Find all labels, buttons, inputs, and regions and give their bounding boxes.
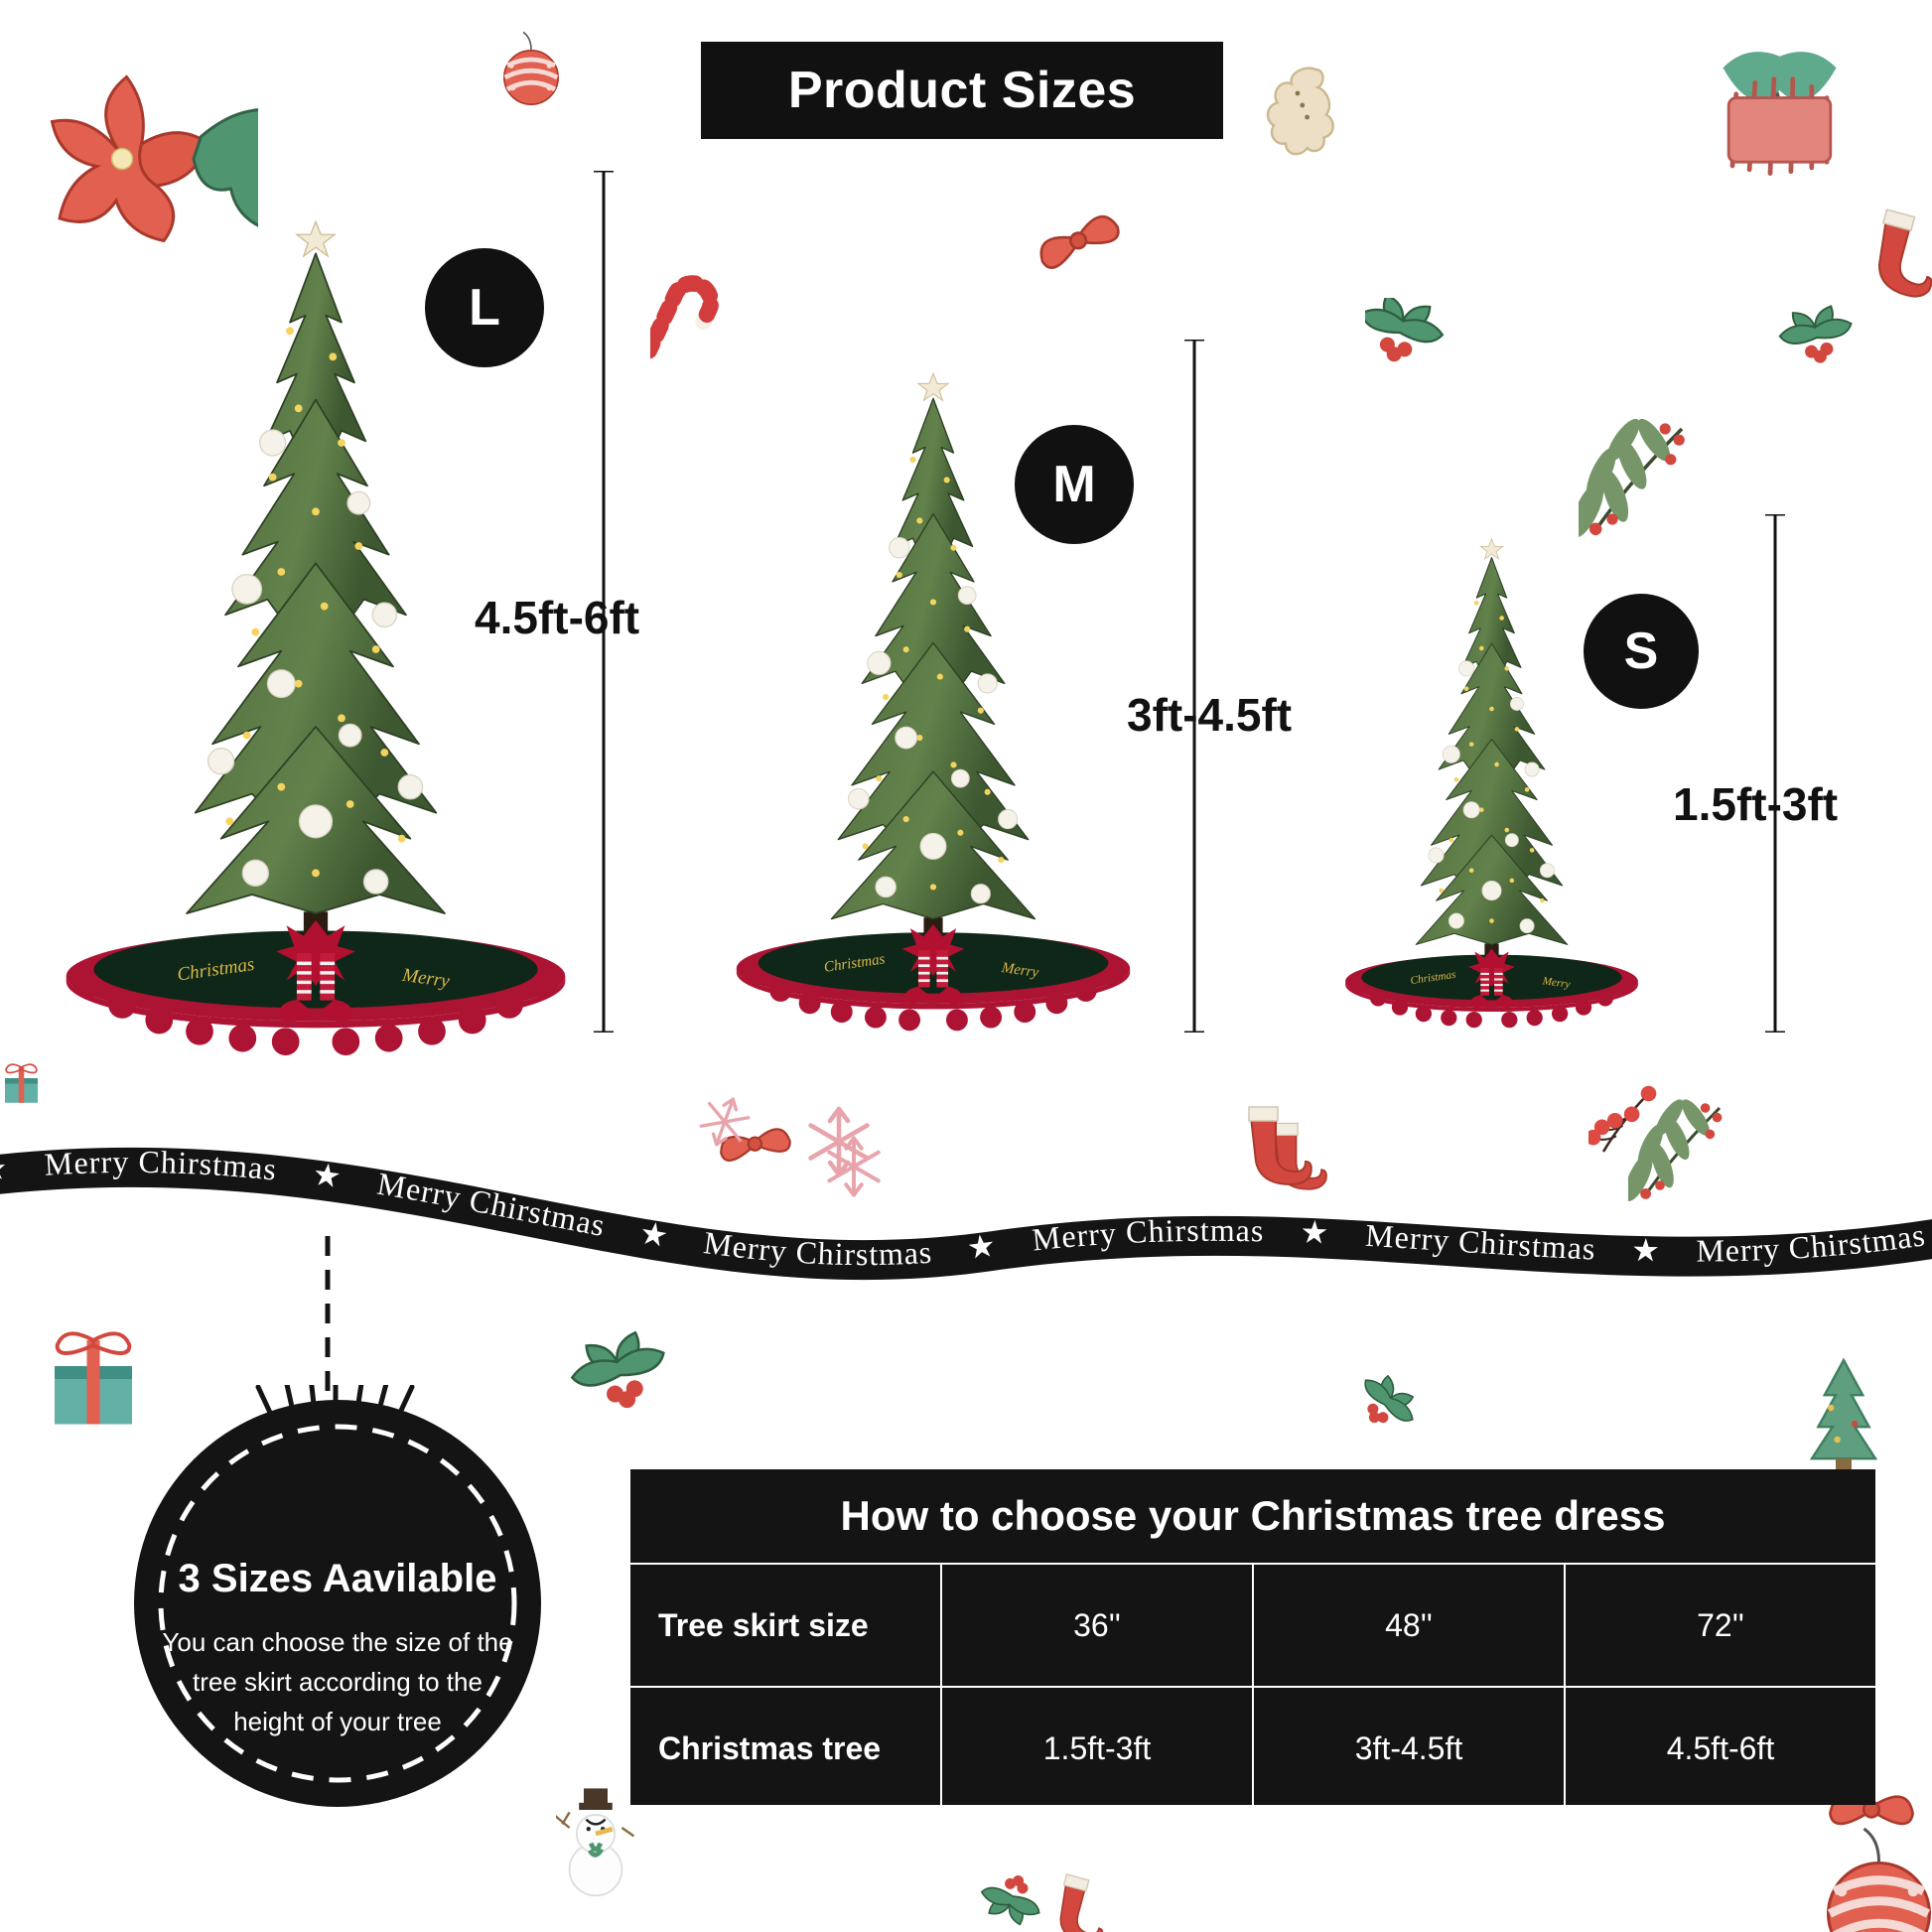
svg-text:3 Sizes Aavilable: 3 Sizes Aavilable <box>179 1557 497 1600</box>
svg-text:tree skirt according to the: tree skirt according to the <box>193 1667 483 1697</box>
svg-text:height of your tree: height of your tree <box>233 1707 442 1736</box>
svg-text:You can choose the size of the: You can choose the size of the <box>162 1627 512 1657</box>
